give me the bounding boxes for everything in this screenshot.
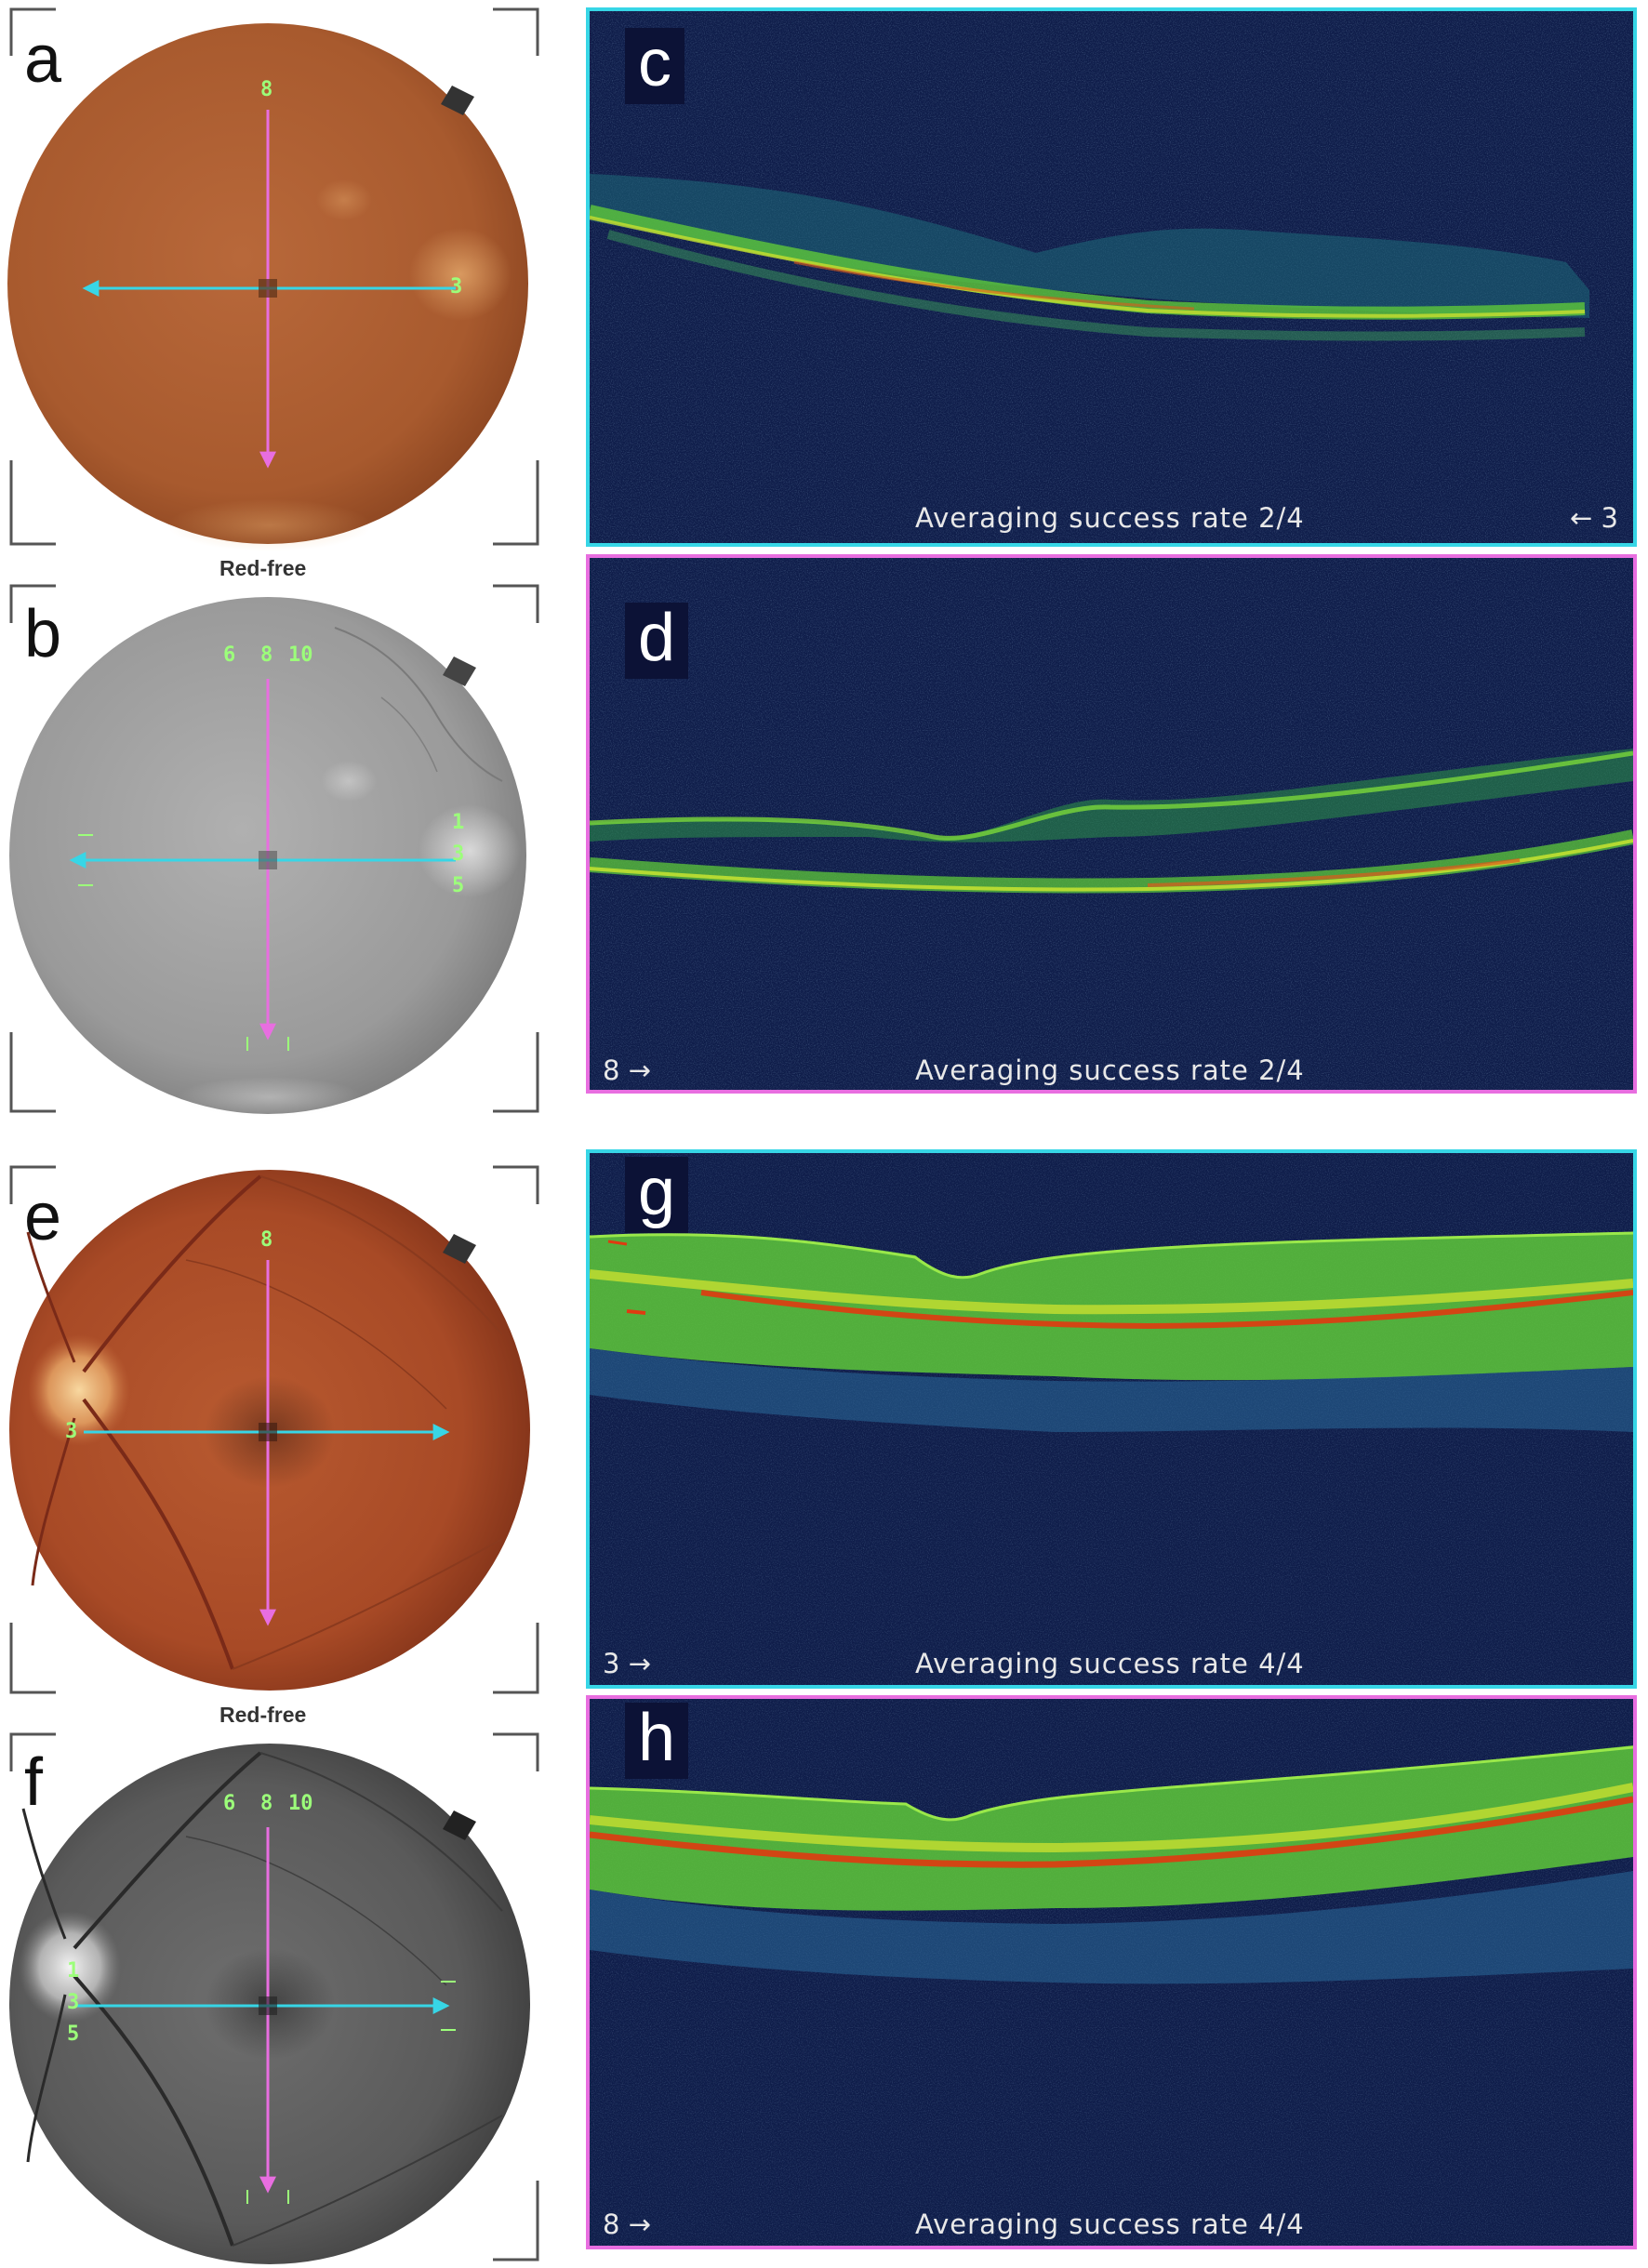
oct-image-g	[590, 1153, 1633, 1685]
redfree-photo-f: Red-free f 6 8 10 1 3 5	[0, 1697, 549, 2268]
fundus-image-e	[9, 1165, 539, 1694]
averaging-rate-c: Averaging success rate 2/4	[915, 502, 1305, 534]
scan-direction-c: ← 3	[1570, 502, 1618, 534]
caption-red-free-b: Red-free	[219, 556, 307, 580]
caption-red-free-f: Red-free	[219, 1703, 307, 1727]
scan-direction-h: 8 →	[603, 2208, 651, 2240]
panel-label-e: e	[24, 1180, 62, 1254]
oct-scan-h: h Averaging success rate 4/4 8 →	[586, 1695, 1637, 2249]
oct-scan-c: c Averaging success rate 2/4 ← 3	[586, 7, 1637, 547]
marker-8: 8	[260, 643, 273, 667]
oct-scan-d: d Averaging success rate 2/4 8 →	[586, 554, 1637, 1094]
marker-3: 3	[452, 842, 465, 866]
redfree-photo-b: Red-free b 6 8 10 1 3 5	[0, 549, 549, 1125]
marker-6: 6	[223, 643, 236, 667]
oct-scan-g: g Averaging success rate 4/4 3 →	[586, 1149, 1637, 1689]
scan-direction-d: 8 →	[603, 1054, 651, 1086]
marker-3: 3	[67, 1991, 80, 2014]
panel-label-a: a	[24, 22, 62, 97]
scan-direction-g: 3 →	[603, 1648, 651, 1679]
panel-label-g: g	[625, 1157, 689, 1233]
panel-label-b: b	[24, 597, 62, 671]
marker-8: 8	[260, 1228, 273, 1252]
redfree-image-f	[9, 1732, 539, 2264]
panel-label-f: f	[24, 1745, 44, 1820]
marker-3: 3	[65, 1420, 78, 1443]
marker-10: 10	[288, 1792, 313, 1815]
redfree-image-b	[9, 584, 539, 1118]
oct-image-d	[590, 558, 1633, 1090]
marker-1: 1	[67, 1959, 80, 1983]
marker-6: 6	[223, 1792, 236, 1815]
fundus-photo-e: e 8 3	[0, 1148, 549, 1702]
marker-5: 5	[452, 874, 465, 897]
panel-label-h: h	[625, 1703, 689, 1779]
oct-image-c	[590, 11, 1633, 543]
averaging-rate-g: Averaging success rate 4/4	[915, 1648, 1305, 1679]
marker-5: 5	[67, 2023, 80, 2046]
fundus-photo-a: a 8 3	[0, 0, 549, 553]
averaging-rate-h: Averaging success rate 4/4	[915, 2208, 1305, 2240]
panel-label-d: d	[625, 603, 689, 679]
marker-8: 8	[260, 78, 273, 101]
marker-8: 8	[260, 1792, 273, 1815]
marker-3: 3	[450, 275, 463, 298]
oct-image-h	[590, 1699, 1633, 2246]
marker-10: 10	[288, 643, 313, 667]
fundus-image-a	[7, 7, 539, 551]
marker-1: 1	[452, 811, 465, 834]
averaging-rate-d: Averaging success rate 2/4	[915, 1054, 1305, 1086]
panel-label-c: c	[625, 28, 684, 104]
